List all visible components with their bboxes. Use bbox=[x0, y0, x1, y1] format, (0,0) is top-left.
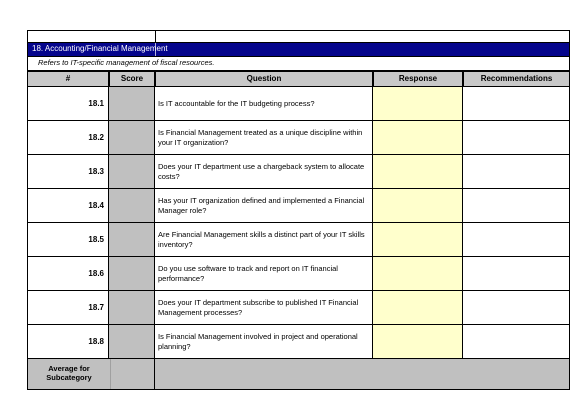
table-row: 18.5 Are Financial Management skills a di… bbox=[27, 223, 570, 257]
response-cell[interactable] bbox=[373, 325, 463, 359]
row-number: 18.2 bbox=[27, 121, 109, 155]
average-label: Average for Subcategory bbox=[46, 364, 92, 382]
section-header: 18. Accounting/Financial Management bbox=[27, 42, 570, 57]
score-cell[interactable] bbox=[109, 155, 155, 189]
header-num: # bbox=[27, 71, 109, 87]
score-cell[interactable] bbox=[109, 325, 155, 359]
header-question: Question bbox=[155, 71, 373, 87]
header-score: Score bbox=[109, 71, 155, 87]
table-row: 18.4 Has your IT organization defined and… bbox=[27, 189, 570, 223]
row-number: 18.6 bbox=[27, 257, 109, 291]
recommendations-cell[interactable] bbox=[463, 87, 570, 121]
question-cell: Is Financial Management treated as a uni… bbox=[155, 121, 373, 155]
table-row: 18.1 Is IT accountable for the IT budgeti… bbox=[27, 87, 570, 121]
score-cell[interactable] bbox=[109, 121, 155, 155]
response-cell[interactable] bbox=[373, 291, 463, 325]
table-row: 18.7 Does your IT department subscribe to… bbox=[27, 291, 570, 325]
assessment-table: # Score Question Response Recommendation… bbox=[27, 71, 570, 390]
section-title: 18. Accounting/Financial Management bbox=[32, 44, 168, 53]
recommendations-cell[interactable] bbox=[463, 257, 570, 291]
response-cell[interactable] bbox=[373, 257, 463, 291]
response-cell[interactable] bbox=[373, 223, 463, 257]
question-text: Are Financial Management skills a distin… bbox=[158, 229, 365, 249]
average-label-cell: Average for Subcategory bbox=[27, 359, 155, 390]
score-cell[interactable] bbox=[109, 291, 155, 325]
row-number: 18.8 bbox=[27, 325, 109, 359]
response-cell[interactable] bbox=[373, 121, 463, 155]
row-number: 18.4 bbox=[27, 189, 109, 223]
table-row: 18.6 Do you use software to track and rep… bbox=[27, 257, 570, 291]
recommendations-cell[interactable] bbox=[463, 223, 570, 257]
question-text: Is Financial Management involved in proj… bbox=[158, 331, 358, 351]
column-divider bbox=[155, 43, 156, 56]
score-cell[interactable] bbox=[109, 223, 155, 257]
column-divider bbox=[110, 359, 111, 389]
question-cell: Does your IT department use a chargeback… bbox=[155, 155, 373, 189]
question-cell: Does your IT department subscribe to pub… bbox=[155, 291, 373, 325]
section-subtitle: Refers to IT-specific management of fisc… bbox=[38, 58, 215, 67]
header-recommendations: Recommendations bbox=[463, 71, 570, 87]
question-text: Does your IT department subscribe to pub… bbox=[158, 297, 359, 317]
table-row: 18.2 Is Financial Management treated as a… bbox=[27, 121, 570, 155]
recommendations-cell[interactable] bbox=[463, 189, 570, 223]
question-text: Do you use software to track and report … bbox=[158, 263, 338, 283]
question-text: Is IT accountable for the IT budgeting p… bbox=[158, 98, 315, 108]
recommendations-cell[interactable] bbox=[463, 155, 570, 189]
row-number: 18.5 bbox=[27, 223, 109, 257]
recommendations-cell[interactable] bbox=[463, 121, 570, 155]
row-number: 18.1 bbox=[27, 87, 109, 121]
question-text: Is Financial Management treated as a uni… bbox=[158, 127, 363, 147]
top-blank-row bbox=[27, 30, 570, 43]
question-text: Has your IT organization defined and imp… bbox=[158, 195, 365, 215]
question-cell: Do you use software to track and report … bbox=[155, 257, 373, 291]
average-row: Average for Subcategory bbox=[27, 359, 570, 390]
question-cell: Has your IT organization defined and imp… bbox=[155, 189, 373, 223]
score-cell[interactable] bbox=[109, 87, 155, 121]
response-cell[interactable] bbox=[373, 155, 463, 189]
score-cell[interactable] bbox=[109, 257, 155, 291]
column-divider bbox=[155, 31, 156, 43]
table-row: 18.3 Does your IT department use a charge… bbox=[27, 155, 570, 189]
question-cell: Are Financial Management skills a distin… bbox=[155, 223, 373, 257]
recommendations-cell[interactable] bbox=[463, 325, 570, 359]
row-number: 18.3 bbox=[27, 155, 109, 189]
recommendations-cell[interactable] bbox=[463, 291, 570, 325]
question-cell: Is Financial Management involved in proj… bbox=[155, 325, 373, 359]
row-number: 18.7 bbox=[27, 291, 109, 325]
section-subtitle-row: Refers to IT-specific management of fisc… bbox=[27, 57, 570, 71]
response-cell[interactable] bbox=[373, 87, 463, 121]
score-cell[interactable] bbox=[109, 189, 155, 223]
header-response: Response bbox=[373, 71, 463, 87]
question-cell: Is IT accountable for the IT budgeting p… bbox=[155, 87, 373, 121]
table-row: 18.8 Is Financial Management involved in … bbox=[27, 325, 570, 359]
question-text: Does your IT department use a chargeback… bbox=[158, 161, 365, 181]
response-cell[interactable] bbox=[373, 189, 463, 223]
average-value-cell[interactable] bbox=[155, 359, 570, 390]
